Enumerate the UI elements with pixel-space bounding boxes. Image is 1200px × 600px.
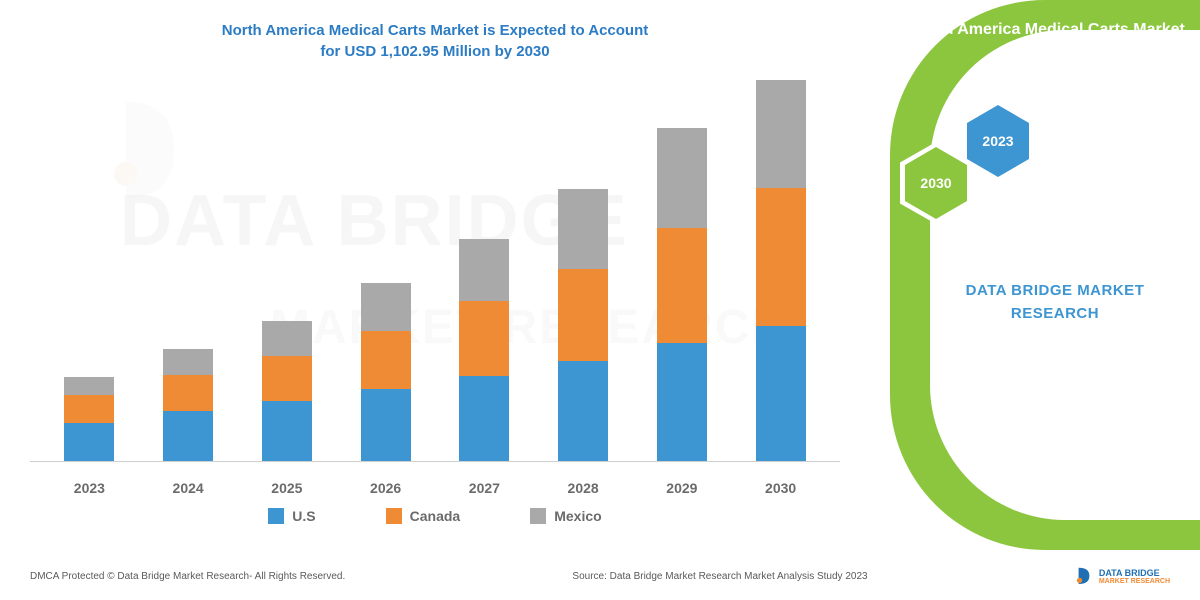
bar-segment (64, 423, 114, 461)
legend-swatch (268, 508, 284, 524)
legend-label: Canada (410, 508, 461, 524)
bar-stack (163, 349, 213, 461)
bar-segment (657, 343, 707, 461)
x-axis-label: 2029 (652, 480, 712, 496)
bar-stack (657, 128, 707, 461)
bar-stack (756, 80, 806, 461)
hexagon-label: 2023 (967, 105, 1029, 177)
bar-segment (262, 321, 312, 356)
bar-segment (657, 128, 707, 228)
bar-stack (262, 321, 312, 461)
x-axis-label: 2024 (158, 480, 218, 496)
legend-swatch (386, 508, 402, 524)
x-axis-label: 2027 (454, 480, 514, 496)
bar-group (59, 377, 119, 461)
chart-area (30, 82, 840, 462)
legend-item: Canada (386, 508, 461, 524)
bar-group (553, 189, 613, 461)
x-axis-labels: 2023 2024 2025 2026 2027 2028 2029 2030 (30, 462, 840, 496)
bar-group (454, 239, 514, 461)
bar-stack (361, 283, 411, 461)
right-panel-inner-bg (930, 30, 1200, 520)
bar-segment (361, 331, 411, 389)
x-axis-label: 2030 (751, 480, 811, 496)
bar-segment (756, 80, 806, 188)
bar-segment (657, 228, 707, 343)
legend-label: Mexico (554, 508, 601, 524)
chart-panel: DATA BRIDGE MARKET RESEARCH North Americ… (0, 0, 870, 550)
right-panel-title: North America Medical Carts Market, By 2… (910, 20, 1190, 82)
bar-segment (262, 401, 312, 461)
research-label-line2: RESEARCH (1011, 305, 1099, 322)
bar-group (356, 283, 416, 461)
right-panel: North America Medical Carts Market, By 2… (870, 0, 1200, 550)
bar-stack (459, 239, 509, 461)
bar-segment (64, 377, 114, 395)
chart-legend: U.S Canada Mexico (30, 508, 840, 524)
legend-label: U.S (292, 508, 315, 524)
bar-segment (459, 239, 509, 301)
chart-title-line1: North America Medical Carts Market is Ex… (222, 22, 649, 39)
bar-segment (558, 361, 608, 461)
x-axis-label: 2028 (553, 480, 613, 496)
bar-group (158, 349, 218, 461)
bar-segment (64, 395, 114, 423)
bar-segment (558, 269, 608, 361)
footer: DMCA Protected © Data Bridge Market Rese… (0, 552, 1200, 600)
bar-segment (459, 376, 509, 461)
bar-stack (558, 189, 608, 461)
bar-group (751, 80, 811, 461)
bar-segment (163, 349, 213, 375)
footer-copyright: DMCA Protected © Data Bridge Market Rese… (30, 571, 532, 582)
bar-segment (756, 188, 806, 326)
footer-logo-bottom: MARKET RESEARCH (1099, 578, 1170, 585)
footer-logo: DATA BRIDGE MARKET RESEARCH (1075, 566, 1170, 586)
hexagon-label: 2030 (905, 147, 967, 219)
x-axis-label: 2025 (257, 480, 317, 496)
bar-segment (361, 389, 411, 461)
footer-logo-icon (1075, 566, 1093, 586)
bar-segment (558, 189, 608, 269)
footer-source: Source: Data Bridge Market Research Mark… (532, 571, 1074, 582)
bar-segment (163, 375, 213, 411)
legend-swatch (530, 508, 546, 524)
bar-segment (756, 326, 806, 461)
x-axis-label: 2023 (59, 480, 119, 496)
bar-segment (262, 356, 312, 401)
bar-stack (64, 377, 114, 461)
footer-logo-text: DATA BRIDGE MARKET RESEARCH (1099, 568, 1170, 585)
chart-title-line2: for USD 1,102.95 Million by 2030 (320, 43, 549, 60)
research-label: DATA BRIDGE MARKET RESEARCH (920, 280, 1190, 325)
bar-segment (361, 283, 411, 331)
bar-segment (459, 301, 509, 376)
bar-group (652, 128, 712, 461)
main-container: DATA BRIDGE MARKET RESEARCH North Americ… (0, 0, 1200, 550)
legend-item: Mexico (530, 508, 601, 524)
right-title-line1: North America Medical Carts Market, By (911, 21, 1190, 59)
right-title-line2: 2030 (1032, 63, 1068, 80)
footer-logo-top: DATA BRIDGE (1099, 568, 1170, 578)
bar-segment (163, 411, 213, 461)
x-axis-label: 2026 (356, 480, 416, 496)
research-label-line1: DATA BRIDGE MARKET (966, 282, 1145, 299)
chart-title: North America Medical Carts Market is Ex… (30, 20, 840, 62)
bar-group (257, 321, 317, 461)
legend-item: U.S (268, 508, 315, 524)
